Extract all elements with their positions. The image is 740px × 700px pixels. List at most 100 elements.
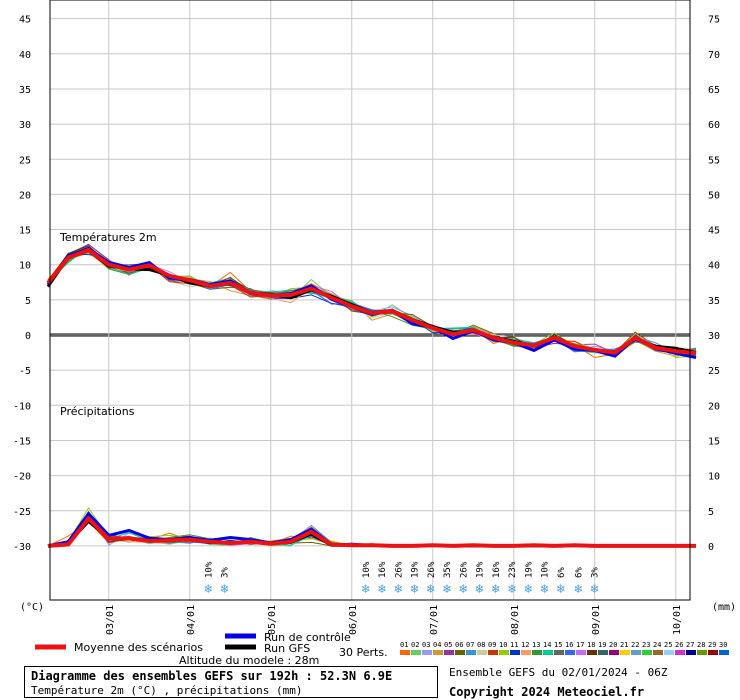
left-axis-label: (°C) [20, 602, 44, 613]
pert-color-swatch [598, 650, 608, 655]
snowflake-icon: ❄ [507, 582, 516, 597]
legend-gfs-label: Run GFS [264, 642, 310, 655]
precip-probability-label: 10% [362, 561, 372, 578]
pert-number-label: 22 [631, 641, 639, 649]
pert-color-swatch [543, 650, 553, 655]
pert-color-swatch [532, 650, 542, 655]
left-tick-label: 25 [19, 155, 31, 166]
pert-number-label: 17 [576, 641, 584, 649]
snowflake-icon: ❄ [523, 582, 532, 597]
date-tick-label: 04/01 [186, 605, 197, 635]
date-tick-label: 07/01 [429, 605, 440, 635]
pert-number-label: 29 [708, 641, 716, 649]
left-tick-label: 5 [25, 296, 31, 307]
pert-color-swatch [400, 650, 410, 655]
snowflake-icon: ❄ [491, 582, 500, 597]
pert-legend: 01 02 03 04 05 06 07 08 09 10 11 12 13 14 15 16 17 18 19 20… [400, 641, 729, 655]
altitude-label: Altitude du modele : 28m [179, 654, 319, 665]
pert-color-swatch [686, 650, 696, 655]
pert-number-label: 16 [565, 641, 573, 649]
left-axis-ticks: 45 40 35 30 25 20 15 10 5 0 -5 -10 -15 -20 -25 -30 [13, 15, 31, 553]
temp-label: Températures 2m [59, 231, 157, 244]
pert-color-swatch [466, 650, 476, 655]
pert-color-swatch [631, 650, 641, 655]
date-axis-ticks: 03/01 04/01 05/01 06/01 07/01 08/01 09/01 10/01 [105, 605, 683, 635]
precip-probability-label: 3% [221, 567, 231, 578]
pert-number-label: 03 [422, 641, 430, 649]
right-tick-label: 35 [708, 296, 720, 307]
date-tick-label: 05/01 [267, 605, 278, 635]
snowflake-icon: ❄ [475, 582, 484, 597]
pert-color-swatch [708, 650, 718, 655]
left-tick-label: -30 [13, 542, 31, 553]
pert-number-label: 07 [466, 641, 474, 649]
member-series [47, 243, 697, 547]
precip-probability-label: 35% [443, 561, 453, 578]
right-tick-label: 60 [708, 120, 720, 131]
pert-number-label: 26 [675, 641, 683, 649]
snowflake-icon: ❄ [556, 582, 565, 597]
right-tick-label: 45 [708, 226, 720, 237]
left-tick-label: -25 [13, 507, 31, 518]
snowflake-icon: ❄ [573, 582, 582, 597]
pert-number-label: 25 [664, 641, 672, 649]
precip-annotations: ❄ 10% ❄ 3% ❄ 10% ❄ 16% ❄ 26% ❄ 19% ❄ 26% ❄ 35% ❄ 26% ❄ 19% ❄… [203, 561, 600, 597]
main-series [46, 246, 697, 548]
left-tick-label: 0 [25, 331, 31, 342]
right-tick-label: 40 [708, 261, 720, 272]
left-tick-label: 45 [19, 15, 31, 26]
pert-color-swatch [411, 650, 421, 655]
pert-color-swatch [719, 650, 729, 655]
right-tick-label: 20 [708, 401, 720, 412]
right-tick-label: 55 [708, 155, 720, 166]
snowflake-icon: ❄ [377, 582, 386, 597]
pert-color-swatch [521, 650, 531, 655]
pert-color-swatch [664, 650, 674, 655]
date-tick-label: 09/01 [591, 605, 602, 635]
precip-probability-label: 10% [541, 561, 551, 578]
pert-number-label: 08 [477, 641, 485, 649]
pert-number-label: 24 [653, 641, 661, 649]
pert-color-swatch [554, 650, 564, 655]
precip-label: Précipitations [60, 405, 135, 418]
right-tick-label: 75 [708, 15, 720, 26]
precip-probability-label: 26% [394, 561, 404, 578]
precip-probability-label: 26% [427, 561, 437, 578]
copyright-label: Copyright 2024 Meteociel.fr [449, 685, 645, 699]
snowflake-icon: ❄ [410, 582, 419, 597]
precip-probability-label: 23% [508, 561, 518, 578]
pert-number-label: 14 [543, 641, 551, 649]
pert-number-label: 15 [554, 641, 562, 649]
right-tick-label: 0 [708, 542, 714, 553]
pert-color-swatch [433, 650, 443, 655]
right-tick-label: 10 [708, 472, 720, 483]
left-tick-label: -15 [13, 436, 31, 447]
pert-color-swatch [675, 650, 685, 655]
pert-color-swatch [477, 650, 487, 655]
right-tick-label: 5 [708, 507, 714, 518]
precip-probability-label: 16% [378, 561, 388, 578]
pert-number-label: 10 [499, 641, 507, 649]
precip-probability-label: 16% [492, 561, 502, 578]
snowflake-icon: ❄ [220, 582, 229, 597]
precip-probability-label: 6% [557, 567, 567, 578]
pert-number-label: 23 [642, 641, 650, 649]
legend-perts-label: 30 Perts. [339, 646, 388, 659]
pert-color-swatch [488, 650, 498, 655]
snowflake-icon: ❄ [203, 582, 212, 597]
chart-title: Diagramme des ensembles GEFS sur 192h : … [31, 669, 393, 683]
left-tick-label: 40 [19, 50, 31, 61]
right-tick-label: 50 [708, 190, 720, 201]
ensemble-run-label: Ensemble GEFS du 02/01/2024 - 06Z [449, 666, 668, 679]
date-tick-label: 03/01 [105, 605, 116, 635]
snowflake-icon: ❄ [540, 582, 549, 597]
precip-probability-label: 26% [459, 561, 469, 578]
snowflake-icon: ❄ [458, 582, 467, 597]
pert-number-label: 30 [719, 641, 727, 649]
pert-color-swatch [444, 650, 454, 655]
pert-number-label: 09 [488, 641, 496, 649]
precip-probability-label: 10% [204, 561, 214, 578]
pert-number-label: 18 [587, 641, 595, 649]
